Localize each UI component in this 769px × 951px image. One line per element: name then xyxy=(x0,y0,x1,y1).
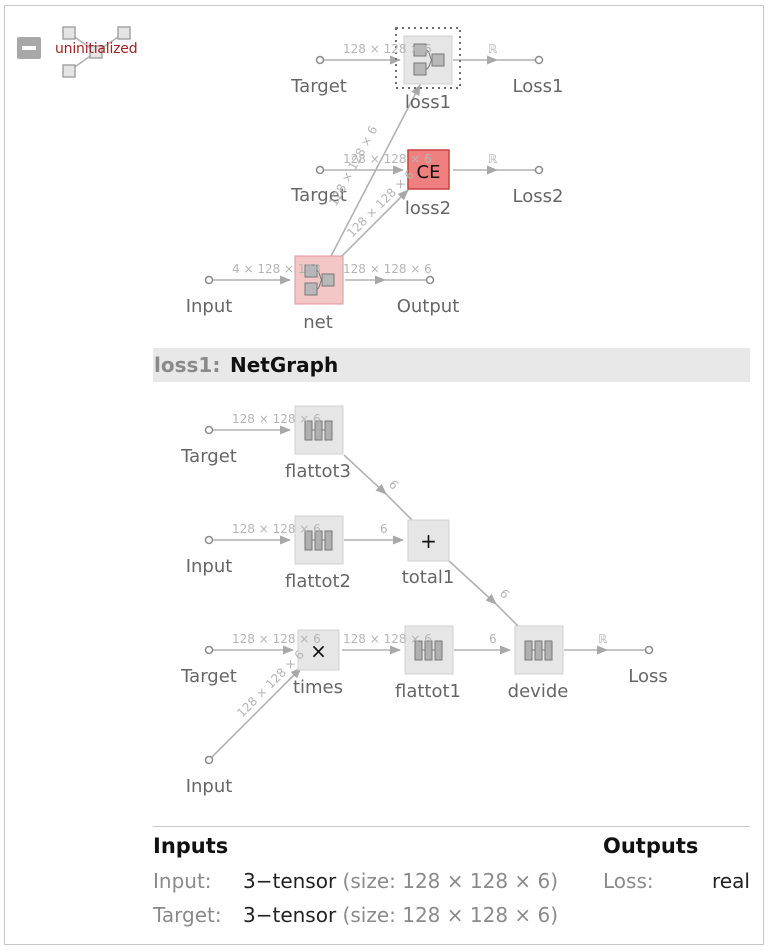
label-input-a: Input xyxy=(186,556,233,577)
edge-flattot3-total1-b xyxy=(385,493,413,521)
node-total1[interactable]: + xyxy=(407,519,450,562)
dim-r1: ℝ xyxy=(488,42,498,56)
label-target1: Target xyxy=(290,76,347,97)
target-type: 3−tensor (size: 128 × 128 × 6) xyxy=(243,903,559,927)
label-times: times xyxy=(293,677,343,698)
dim-t2: 128 × 128 × 6 xyxy=(343,152,432,166)
subgraph-name: loss1: xyxy=(154,353,221,377)
port-loss2[interactable] xyxy=(534,165,544,175)
io-divider xyxy=(153,826,750,827)
node-loss1[interactable] xyxy=(395,27,461,89)
port-input[interactable] xyxy=(204,275,214,285)
dim-ta: 128 × 128 × 6 xyxy=(232,412,321,426)
node-flattot3[interactable] xyxy=(294,405,344,455)
input-name: Input: xyxy=(153,869,212,893)
label-loss1: loss1 xyxy=(405,92,451,113)
label-target2: Target xyxy=(290,185,347,206)
dim-f2-total: 6 xyxy=(380,522,388,536)
label-loss: Loss xyxy=(628,666,667,687)
dim-devide-loss: ℝ xyxy=(598,632,608,646)
port-loss1[interactable] xyxy=(534,55,544,65)
edge-flattot3-total1-a xyxy=(343,454,387,495)
dim-tb: 128 × 128 × 6 xyxy=(232,632,321,646)
node-loss2[interactable]: CE xyxy=(407,149,450,190)
label-devide: devide xyxy=(508,681,569,702)
port-target-a[interactable] xyxy=(204,425,214,435)
label-input-b: Input xyxy=(186,776,233,797)
port-target-b[interactable] xyxy=(204,645,214,655)
dim-f1-devide: 6 xyxy=(489,632,497,646)
edge-inputb-times xyxy=(211,667,302,758)
dim-times-f1: 128 × 128 × 6 xyxy=(343,632,432,646)
label-input: Input xyxy=(186,296,233,317)
edge-total1-devide-a xyxy=(447,559,497,605)
outputs-title: Outputs xyxy=(603,834,699,858)
status-label: uninitialized xyxy=(55,41,138,57)
label-loss1-out: Loss1 xyxy=(513,76,564,97)
dim-f3-total: 6 xyxy=(386,477,401,492)
target-name: Target: xyxy=(153,903,222,927)
collapse-button[interactable] xyxy=(17,37,41,59)
node-times[interactable]: × xyxy=(297,629,340,671)
label-loss2: loss2 xyxy=(405,198,451,219)
label-target-b: Target xyxy=(180,666,237,687)
loss-type: real xyxy=(712,869,750,893)
node-flattot1[interactable] xyxy=(404,625,454,675)
input-type: 3−tensor (size: 128 × 128 × 6) xyxy=(243,869,559,893)
dim-out: 128 × 128 × 6 xyxy=(343,262,432,276)
plus-glyph: + xyxy=(420,529,437,553)
label-flattot2: flattot2 xyxy=(285,571,351,592)
dim-t1: 128 × 128 × 6 xyxy=(343,42,432,56)
dim-r2: ℝ xyxy=(488,152,498,166)
port-output[interactable] xyxy=(425,275,435,285)
edge-net-loss2 xyxy=(339,189,409,259)
dim-total-devide: 6 xyxy=(497,586,512,601)
inputs-title: Inputs xyxy=(153,834,229,858)
port-loss[interactable] xyxy=(644,645,654,655)
subgraph-header[interactable]: loss1: NetGraph xyxy=(153,348,750,382)
label-net: net xyxy=(303,312,333,333)
port-input-b[interactable] xyxy=(204,755,214,765)
dim-ia: 128 × 128 × 6 xyxy=(232,522,321,536)
dim-in: 4 × 128 × 128 xyxy=(232,262,321,276)
node-flattot2[interactable] xyxy=(294,515,344,565)
port-target2[interactable] xyxy=(315,165,325,175)
port-input-a[interactable] xyxy=(204,535,214,545)
graph-thumbnail-icon xyxy=(62,26,131,78)
ce-glyph: CE xyxy=(417,162,441,183)
label-output: Output xyxy=(397,296,460,317)
edge-net-loss1 xyxy=(329,84,421,259)
net-graph-panel xyxy=(4,5,764,945)
node-devide[interactable] xyxy=(514,625,564,675)
label-loss2-out: Loss2 xyxy=(513,186,564,207)
edge-total1-devide-b xyxy=(495,603,519,627)
times-glyph: × xyxy=(310,639,327,663)
label-flattot1: flattot1 xyxy=(395,681,461,702)
label-total1: total1 xyxy=(402,567,455,588)
port-target1[interactable] xyxy=(315,55,325,65)
subgraph-type: NetGraph xyxy=(230,353,339,377)
node-net[interactable] xyxy=(294,255,344,305)
loss-name: Loss: xyxy=(603,869,654,893)
label-target-a: Target xyxy=(180,446,237,467)
label-flattot3: flattot3 xyxy=(285,461,351,482)
